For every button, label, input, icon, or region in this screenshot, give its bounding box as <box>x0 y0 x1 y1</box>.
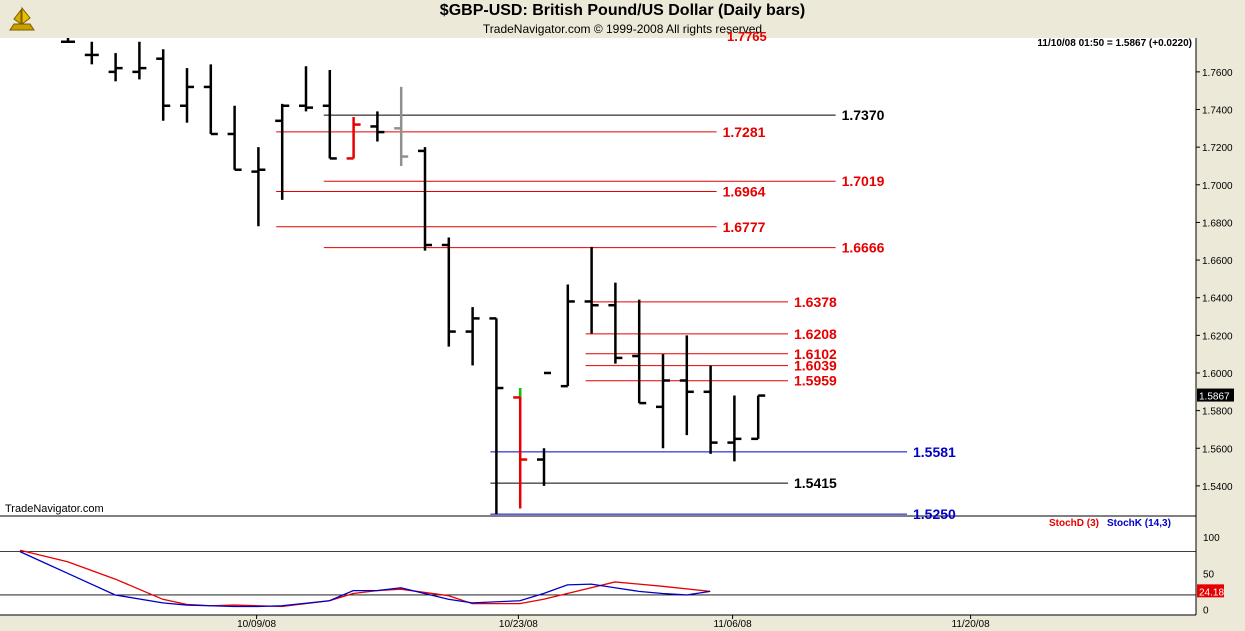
copyright-text: TradeNavigator.com © 1999-2008 All right… <box>482 22 763 36</box>
level-label-1.6039: 1.6039 <box>794 358 837 374</box>
indicator-current-box <box>1197 584 1224 598</box>
level-label-1.5959: 1.5959 <box>794 373 837 389</box>
price-tick-label-1.6200: 1.6200 <box>1202 331 1233 342</box>
header-bar: $GBP-USD: British Pound/US Dollar (Daily… <box>0 0 1245 38</box>
price-tick-label-1.5400: 1.5400 <box>1202 482 1233 493</box>
stoch-line-red <box>19 549 711 608</box>
price-tick-label-1.7400: 1.7400 <box>1202 106 1233 117</box>
level-label-1.7019: 1.7019 <box>842 173 885 189</box>
stochastic-lines <box>0 549 1196 608</box>
stoch-line-blue <box>19 551 711 608</box>
price-tick-label-1.7600: 1.7600 <box>1202 68 1233 79</box>
indicator-tick-label-50: 50 <box>1203 569 1215 580</box>
stochd-legend: StochD (3) <box>1049 518 1099 529</box>
level-label-1.6378: 1.6378 <box>794 294 837 310</box>
indicator-tick-label-0: 0 <box>1203 605 1209 616</box>
chart-title: $GBP-USD: British Pound/US Dollar (Daily… <box>439 2 806 19</box>
price-panel-background <box>0 38 1196 516</box>
level-label-1.6208: 1.6208 <box>794 326 837 342</box>
price-tick-label-1.5600: 1.5600 <box>1202 444 1233 455</box>
indicator-tick-label-100: 100 <box>1203 533 1220 544</box>
date-tick-label-11/06/08: 11/06/08 <box>714 619 753 630</box>
level-label-1.7281: 1.7281 <box>723 124 766 140</box>
level-label-1.5581: 1.5581 <box>913 444 956 460</box>
price-tick-label-1.7200: 1.7200 <box>1202 143 1233 154</box>
price-tick-label-1.6800: 1.6800 <box>1202 218 1233 229</box>
level-label-1.7370: 1.7370 <box>842 107 885 123</box>
current-price-box <box>1197 388 1234 402</box>
indicator-current-label: 24.18 <box>1199 587 1224 598</box>
date-axis: 10/09/08 10/23/08 11/06/08 11/20/08 <box>237 615 990 630</box>
stochk-legend: StochK (14,3) <box>1107 518 1171 529</box>
clipped-level-label: 1.7765 <box>727 29 767 44</box>
date-tick-label-10/23/08: 10/23/08 <box>499 619 538 630</box>
trade-navigator-logo-icon <box>6 4 38 34</box>
indicator-axis: 100 50 0 24.18 <box>1197 533 1224 616</box>
level-label-1.6666: 1.6666 <box>842 240 885 256</box>
date-tick-label-11/20/08: 11/20/08 <box>952 619 991 630</box>
price-tick-label-1.5800: 1.5800 <box>1202 407 1233 418</box>
price-tick-label-1.6400: 1.6400 <box>1202 294 1233 305</box>
ohlc-bars <box>61 38 766 515</box>
price-tick-label-1.7000: 1.7000 <box>1202 181 1233 192</box>
current-price-label: 1.5867 <box>1199 392 1230 403</box>
level-label-1.6777: 1.6777 <box>723 219 766 235</box>
level-label-1.6964: 1.6964 <box>723 184 766 200</box>
level-label-1.5250: 1.5250 <box>913 506 956 522</box>
price-tick-label-1.6600: 1.6600 <box>1202 256 1233 267</box>
watermark-text: TradeNavigator.com <box>5 503 104 515</box>
level-label-1.5415: 1.5415 <box>794 475 837 491</box>
quote-readout: 11/10/08 01:50 = 1.5867 (+0.0220) <box>1037 38 1192 49</box>
price-axis: 1.7600 1.7400 1.7200 1.7000 1.6800 1.6600 1.64… <box>1196 68 1234 493</box>
price-tick-label-1.6000: 1.6000 <box>1202 369 1233 380</box>
level-label-1.6102: 1.6102 <box>794 346 837 362</box>
indicator-panel-background <box>0 516 1196 615</box>
date-tick-label-10/09/08: 10/09/08 <box>237 619 276 630</box>
